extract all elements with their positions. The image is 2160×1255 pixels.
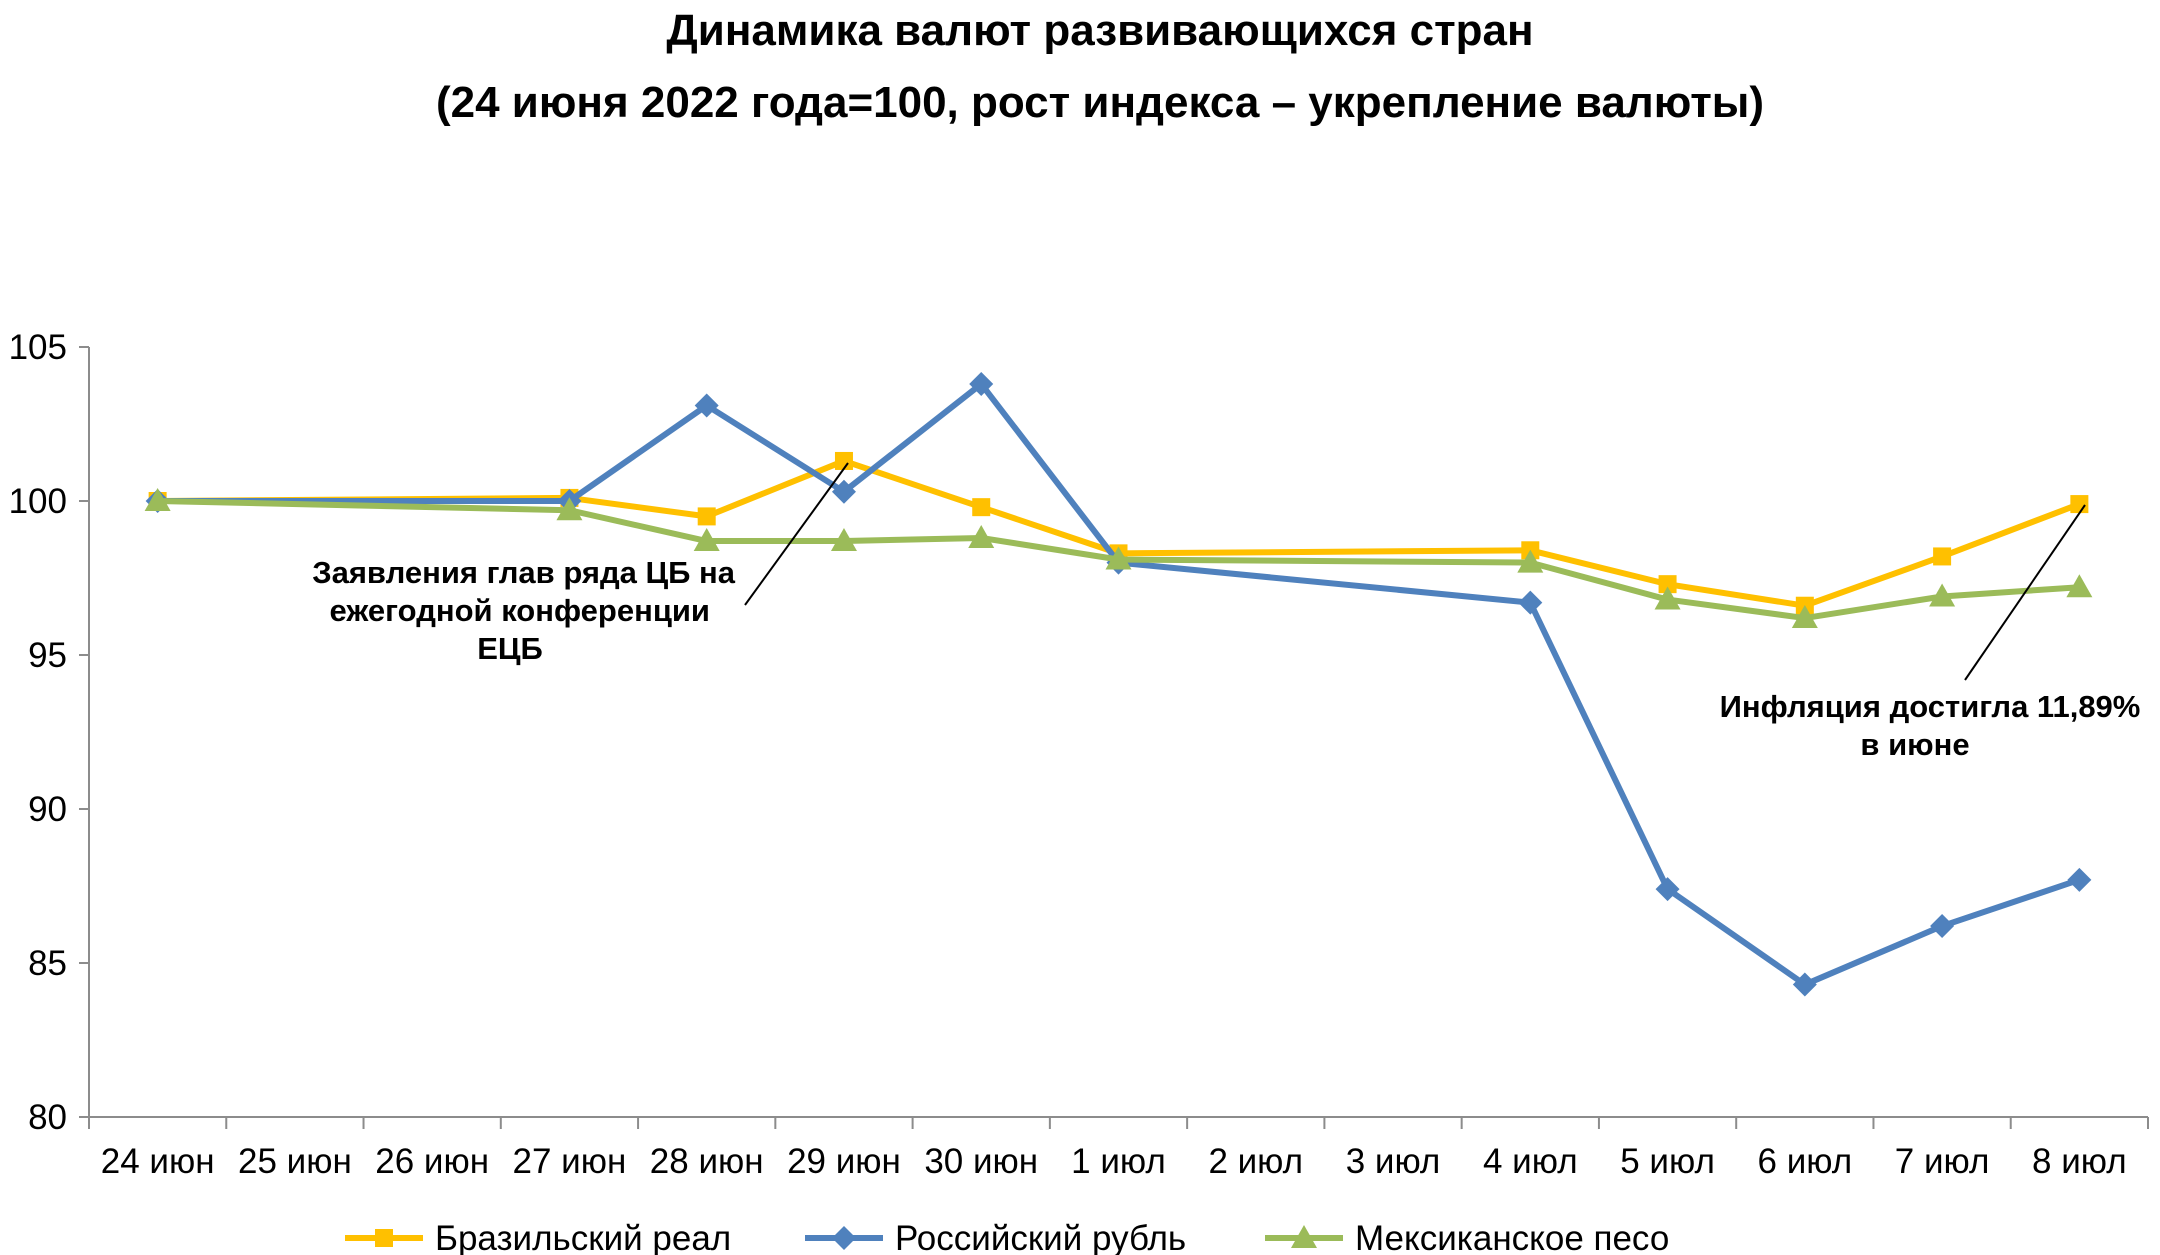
y-tick-label: 85	[28, 944, 67, 983]
data-point-2	[1518, 590, 1543, 615]
x-tick-label: 26 июн	[375, 1142, 489, 1181]
data-point-3	[830, 528, 857, 552]
annotation-leader-2	[1964, 504, 2086, 681]
legend-label-3: Мексиканское песо	[1355, 1219, 1669, 1255]
chart-title: Динамика валют развивающихся стран	[666, 6, 1534, 55]
x-tick-label: 8 июл	[2032, 1142, 2127, 1181]
x-tick-label: 4 июл	[1483, 1142, 1578, 1181]
data-point-1	[1933, 547, 1952, 566]
data-point-2	[694, 393, 719, 418]
data-point-3	[2066, 574, 2093, 598]
data-point-2	[2067, 867, 2092, 892]
data-point-3	[693, 528, 720, 552]
data-point-3	[1105, 546, 1132, 570]
data-point-3	[1517, 549, 1544, 573]
x-tick-label: 25 июн	[238, 1142, 352, 1181]
series-line-2	[157, 380, 2081, 988]
annotation-1-line-2: ежегодной конференции	[330, 593, 710, 628]
legend-label-2: Российский рубль	[895, 1219, 1186, 1255]
legend-marker-1	[375, 1229, 393, 1247]
x-tick-label: 24 июн	[101, 1142, 215, 1181]
annotation-2-line-1: Инфляция достигла 11,89%	[1720, 689, 2141, 724]
y-tick-label: 95	[28, 636, 67, 675]
legend-marker-3	[1291, 1225, 1317, 1248]
data-point-2	[969, 371, 994, 396]
y-tick-label: 100	[9, 482, 67, 521]
y-tick-label: 80	[28, 1098, 67, 1137]
y-tick-label: 90	[28, 790, 67, 829]
data-point-2	[831, 479, 856, 504]
data-point-1	[834, 451, 853, 470]
annotation-2-line-2: в июне	[1860, 727, 1969, 762]
data-point-3	[1654, 586, 1681, 610]
data-point-1	[2070, 495, 2089, 514]
annotation-1-line-1: Заявления глав ряда ЦБ на	[312, 555, 736, 590]
data-point-1	[697, 507, 716, 526]
data-point-3	[1929, 583, 1956, 607]
x-tick-label: 28 июн	[650, 1142, 764, 1181]
chart-subtitle: (24 июня 2022 года=100, рост индекса – у…	[435, 78, 1765, 127]
data-point-3	[556, 497, 583, 521]
data-point-3	[968, 524, 995, 548]
x-tick-label: 5 июл	[1620, 1142, 1715, 1181]
data-point-3	[144, 488, 171, 511]
x-tick-label: 1 июл	[1071, 1142, 1166, 1181]
data-point-1	[972, 498, 991, 517]
legend-marker-2	[832, 1226, 856, 1250]
y-tick-label: 105	[9, 328, 67, 367]
legend-label-1: Бразильский реал	[435, 1219, 731, 1255]
annotation-1-line-3: ЕЦБ	[477, 631, 543, 666]
data-point-3	[1791, 605, 1818, 629]
x-tick-label: 30 июн	[924, 1142, 1038, 1181]
x-tick-label: 6 июл	[1758, 1142, 1853, 1181]
x-tick-label: 2 июл	[1208, 1142, 1303, 1181]
x-tick-label: 27 июн	[513, 1142, 627, 1181]
data-point-2	[1930, 914, 1955, 939]
x-tick-label: 3 июл	[1346, 1142, 1441, 1181]
x-tick-label: 29 июн	[787, 1142, 901, 1181]
annotation-leader-1	[744, 462, 849, 606]
data-point-2	[1655, 877, 1680, 902]
data-point-2	[1792, 972, 1817, 997]
x-tick-label: 7 июл	[1895, 1142, 1990, 1181]
data-point-1	[1658, 575, 1677, 594]
